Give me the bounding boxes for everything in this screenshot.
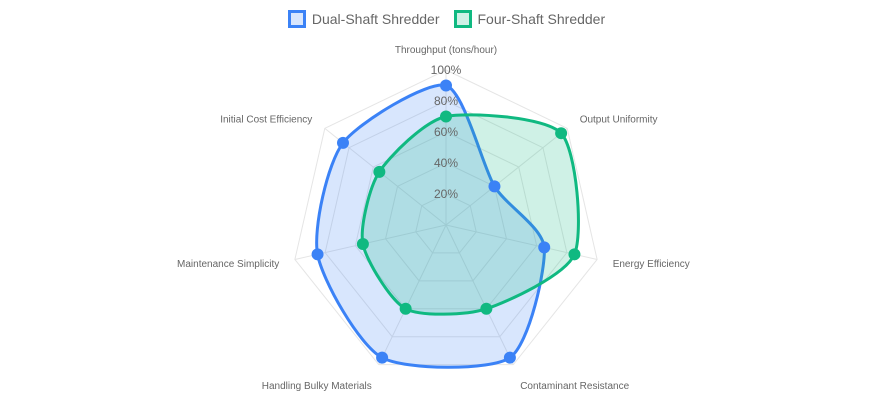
grid-ring-5 [294,69,598,366]
data-point-s1-4 [503,351,516,364]
legend: Dual-Shaft Shredder Four-Shaft Shredder [0,10,893,28]
axis-label-1: Throughput (tons/hour) [395,45,497,56]
grid-ring-4 [324,100,568,338]
data-point-s1-3 [538,241,551,254]
grid-ring-3 [354,131,538,310]
data-point-s1-6 [311,248,324,261]
tick-label-1: 20% [434,187,458,201]
legend-label-four-shaft: Four-Shaft Shredder [477,11,606,27]
legend-swatch-dual-shaft [287,10,306,28]
grid-spoke-4 [445,224,514,365]
legend-swatch-four-shaft [453,10,472,28]
grid-spoke-5 [378,224,447,365]
data-point-s2-6 [356,237,369,250]
axis-label-4: Contaminant Resistance [520,381,629,392]
legend-label-dual-shaft: Dual-Shaft Shredder [311,11,440,27]
data-point-s1-7 [336,136,349,149]
data-point-s2-4 [480,302,493,315]
tick-label-5: 100% [431,63,462,77]
data-point-s2-7 [373,165,386,178]
grid-spoke-2 [445,127,568,226]
legend-item-four-shaft[interactable]: Four-Shaft Shredder [453,10,606,28]
tick-label-3: 60% [434,125,458,139]
axis-label-3: Energy Efficiency [613,259,690,270]
data-point-s2-2 [555,127,568,140]
tick-label-2: 40% [434,156,458,170]
legend-item-dual-shaft[interactable]: Dual-Shaft Shredder [287,10,440,28]
data-point-s2-3 [568,248,581,261]
data-point-s1-1 [440,79,452,92]
tick-label-4: 80% [434,94,458,108]
grid-ring-2 [385,162,507,282]
data-point-s2-1 [440,110,452,123]
axis-label-2: Output Uniformity [580,114,658,125]
data-point-s2-5 [399,302,412,315]
data-point-s1-5 [376,351,389,364]
data-point-s1-2 [488,180,501,193]
axis-label-7: Initial Cost Efficiency [220,114,312,125]
grid-ring-1 [415,193,477,254]
axis-label-6: Maintenance Simplicity [177,259,279,270]
axis-label-5: Handling Bulky Materials [262,381,372,392]
